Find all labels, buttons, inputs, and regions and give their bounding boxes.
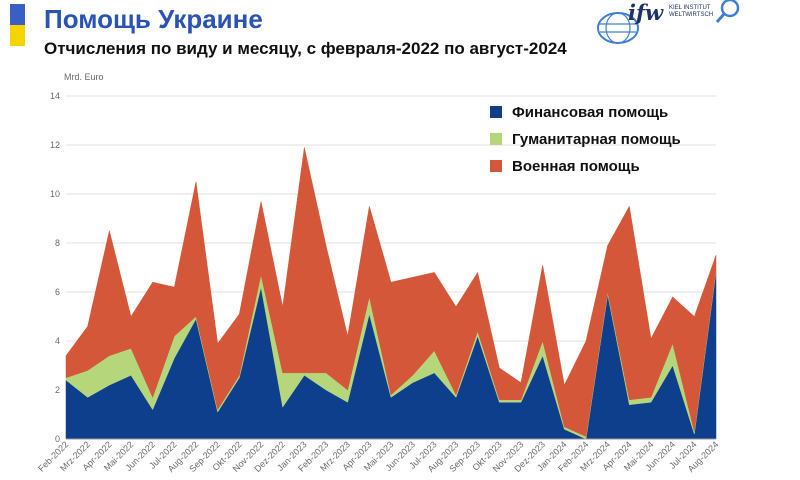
area-series xyxy=(65,147,717,440)
ifw-logo: ifw KIEL INSTITUT WELTWIRTSCH xyxy=(596,0,746,46)
area-series-3 xyxy=(65,147,717,437)
page-title: Помощь Украине xyxy=(44,4,263,34)
y-tick-label-0: 0 xyxy=(55,434,60,444)
y-tick-label-6: 6 xyxy=(55,287,60,297)
y-tick-label-8: 8 xyxy=(55,238,60,248)
flag-blue-stripe xyxy=(10,4,25,25)
globe-icon xyxy=(597,0,740,44)
legend-swatch-1 xyxy=(490,106,502,118)
logo-brand: ifw xyxy=(628,0,664,25)
magnifier-icon xyxy=(720,0,740,18)
legend: Финансовая помощь Гуманитарная помощь Воен… xyxy=(490,104,681,175)
y-tick-label-2: 2 xyxy=(55,385,60,395)
ukraine-flag-icon xyxy=(10,4,25,46)
legend-swatch-3 xyxy=(490,160,502,172)
y-tick-label-12: 12 xyxy=(50,140,60,150)
legend-label-3: Военная помощь xyxy=(512,158,640,175)
page-subtitle: Отчисления по виду и месяцу, с февраля-2… xyxy=(44,39,567,58)
legend-label-1: Финансовая помощь xyxy=(512,104,668,121)
y-tick-label-10: 10 xyxy=(50,189,60,199)
y-unit-label: Mrd. Euro xyxy=(64,72,104,82)
y-tick-label-14: 14 xyxy=(50,91,60,101)
flag-yellow-stripe xyxy=(10,25,25,46)
legend-swatch-2 xyxy=(490,133,502,145)
logo-institute-name: KIEL INSTITUT WELTWIRTSCH xyxy=(669,5,714,18)
y-tick-label-4: 4 xyxy=(55,336,60,346)
legend-label-2: Гуманитарная помощь xyxy=(512,131,681,148)
